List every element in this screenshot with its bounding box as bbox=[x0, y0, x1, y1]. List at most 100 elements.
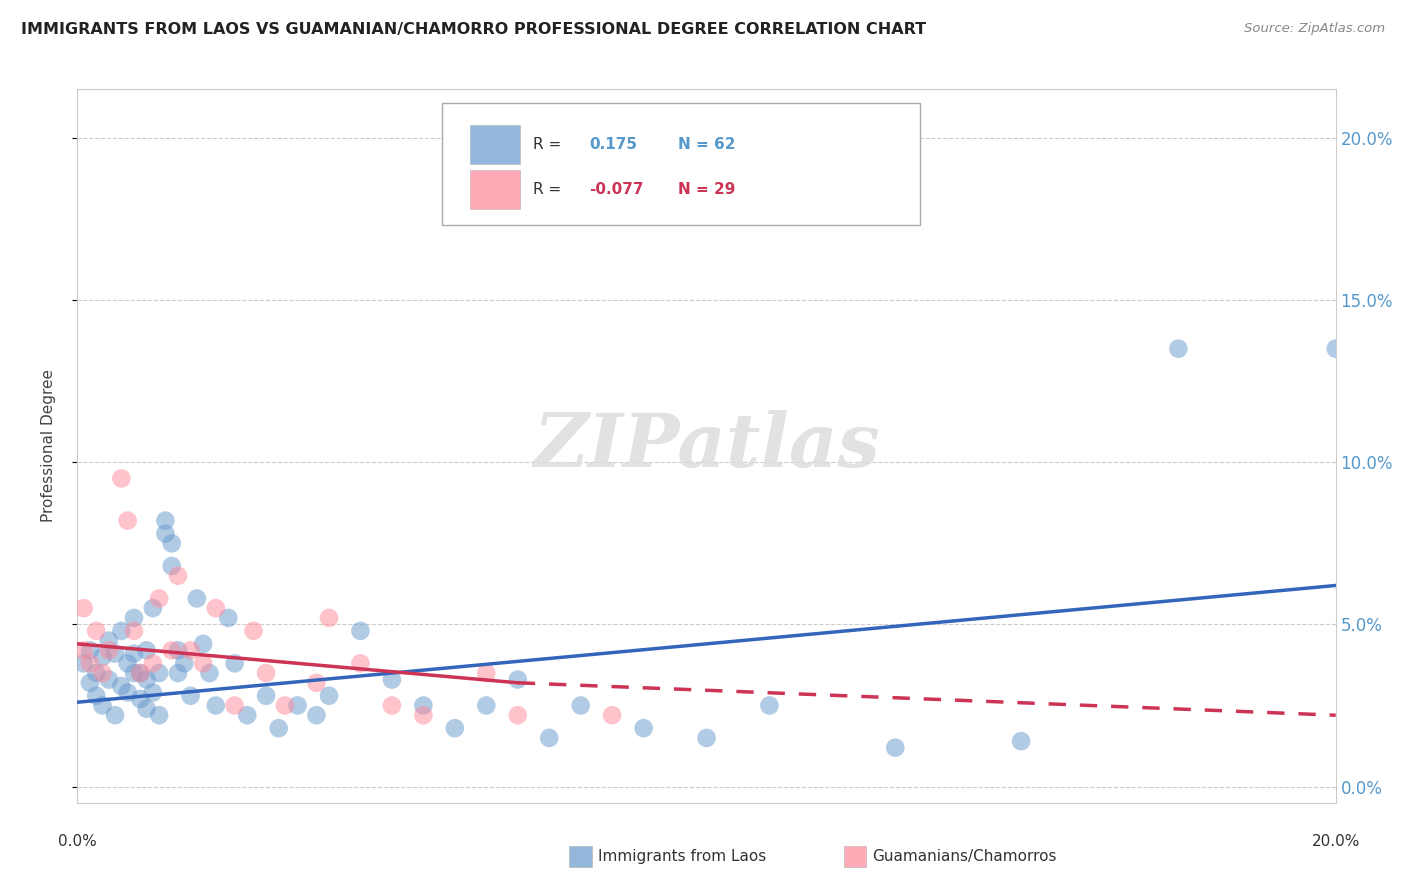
Point bbox=[79, 643, 101, 657]
Point bbox=[236, 708, 259, 723]
Point bbox=[180, 689, 202, 703]
Point bbox=[72, 601, 94, 615]
Point bbox=[191, 637, 215, 651]
Point bbox=[117, 685, 139, 699]
Point bbox=[633, 721, 655, 735]
Text: Guamanians/Chamorros: Guamanians/Chamorros bbox=[872, 849, 1056, 863]
Point bbox=[758, 698, 780, 713]
Point bbox=[204, 698, 226, 713]
Point bbox=[1010, 734, 1032, 748]
Text: N = 29: N = 29 bbox=[678, 182, 735, 196]
Point bbox=[167, 568, 190, 582]
Point bbox=[91, 698, 114, 713]
Point bbox=[305, 675, 328, 690]
Text: 0.175: 0.175 bbox=[589, 136, 637, 152]
Point bbox=[381, 698, 404, 713]
Point bbox=[97, 673, 120, 687]
Point bbox=[318, 689, 340, 703]
Text: IMMIGRANTS FROM LAOS VS GUAMANIAN/CHAMORRO PROFESSIONAL DEGREE CORRELATION CHART: IMMIGRANTS FROM LAOS VS GUAMANIAN/CHAMOR… bbox=[21, 22, 927, 37]
Point bbox=[569, 698, 592, 713]
Point bbox=[160, 643, 183, 657]
Point bbox=[160, 559, 183, 574]
Point bbox=[142, 601, 165, 615]
Point bbox=[167, 666, 190, 681]
Text: ZIPatlas: ZIPatlas bbox=[533, 409, 880, 483]
Point bbox=[204, 601, 226, 615]
Point bbox=[538, 731, 561, 745]
Point bbox=[242, 624, 264, 638]
Point bbox=[135, 643, 157, 657]
Point bbox=[129, 692, 152, 706]
Point bbox=[160, 536, 183, 550]
Point bbox=[267, 721, 290, 735]
Point bbox=[117, 657, 139, 671]
Point bbox=[135, 673, 157, 687]
Point bbox=[224, 698, 246, 713]
Point bbox=[97, 633, 120, 648]
Point bbox=[475, 666, 498, 681]
Point bbox=[254, 689, 277, 703]
Point bbox=[506, 673, 529, 687]
Point bbox=[91, 649, 114, 664]
Text: 20.0%: 20.0% bbox=[1312, 834, 1360, 849]
Point bbox=[142, 685, 165, 699]
FancyBboxPatch shape bbox=[443, 103, 921, 225]
Point bbox=[884, 740, 907, 755]
Point bbox=[110, 624, 132, 638]
Point bbox=[506, 708, 529, 723]
Point bbox=[148, 708, 170, 723]
Point bbox=[110, 471, 132, 485]
Point bbox=[349, 657, 371, 671]
Text: R =: R = bbox=[533, 136, 567, 152]
Text: Source: ZipAtlas.com: Source: ZipAtlas.com bbox=[1244, 22, 1385, 36]
Point bbox=[72, 657, 94, 671]
Point bbox=[1167, 342, 1189, 356]
Point bbox=[79, 657, 101, 671]
Point bbox=[349, 624, 371, 638]
Point bbox=[155, 526, 177, 541]
Point bbox=[117, 514, 139, 528]
Point bbox=[122, 611, 145, 625]
Point bbox=[84, 666, 107, 681]
FancyBboxPatch shape bbox=[470, 125, 520, 164]
Point bbox=[135, 702, 157, 716]
Point bbox=[129, 666, 152, 681]
Point bbox=[148, 591, 170, 606]
Text: -0.077: -0.077 bbox=[589, 182, 644, 196]
Point bbox=[84, 689, 107, 703]
Point bbox=[305, 708, 328, 723]
Point bbox=[444, 721, 467, 735]
Point bbox=[173, 657, 195, 671]
Point bbox=[287, 698, 309, 713]
Text: 0.0%: 0.0% bbox=[58, 834, 97, 849]
FancyBboxPatch shape bbox=[470, 169, 520, 209]
Point bbox=[148, 666, 170, 681]
Point bbox=[180, 643, 202, 657]
Y-axis label: Professional Degree: Professional Degree bbox=[42, 369, 56, 523]
Point bbox=[274, 698, 297, 713]
Point bbox=[129, 666, 152, 681]
Point bbox=[186, 591, 208, 606]
Point bbox=[142, 657, 165, 671]
Point bbox=[104, 647, 127, 661]
Point bbox=[224, 657, 246, 671]
Point bbox=[155, 514, 177, 528]
Point bbox=[122, 666, 145, 681]
Point bbox=[110, 679, 132, 693]
Text: R =: R = bbox=[533, 182, 567, 196]
Point bbox=[412, 708, 434, 723]
Point bbox=[217, 611, 239, 625]
Point bbox=[600, 708, 623, 723]
Point bbox=[412, 698, 434, 713]
Point bbox=[381, 673, 404, 687]
Point bbox=[254, 666, 277, 681]
Point bbox=[198, 666, 221, 681]
Point bbox=[122, 624, 145, 638]
Text: N = 62: N = 62 bbox=[678, 136, 735, 152]
Point bbox=[1324, 342, 1347, 356]
Point bbox=[167, 643, 190, 657]
Point bbox=[475, 698, 498, 713]
Point bbox=[72, 643, 94, 657]
Point bbox=[104, 708, 127, 723]
Point bbox=[191, 657, 215, 671]
